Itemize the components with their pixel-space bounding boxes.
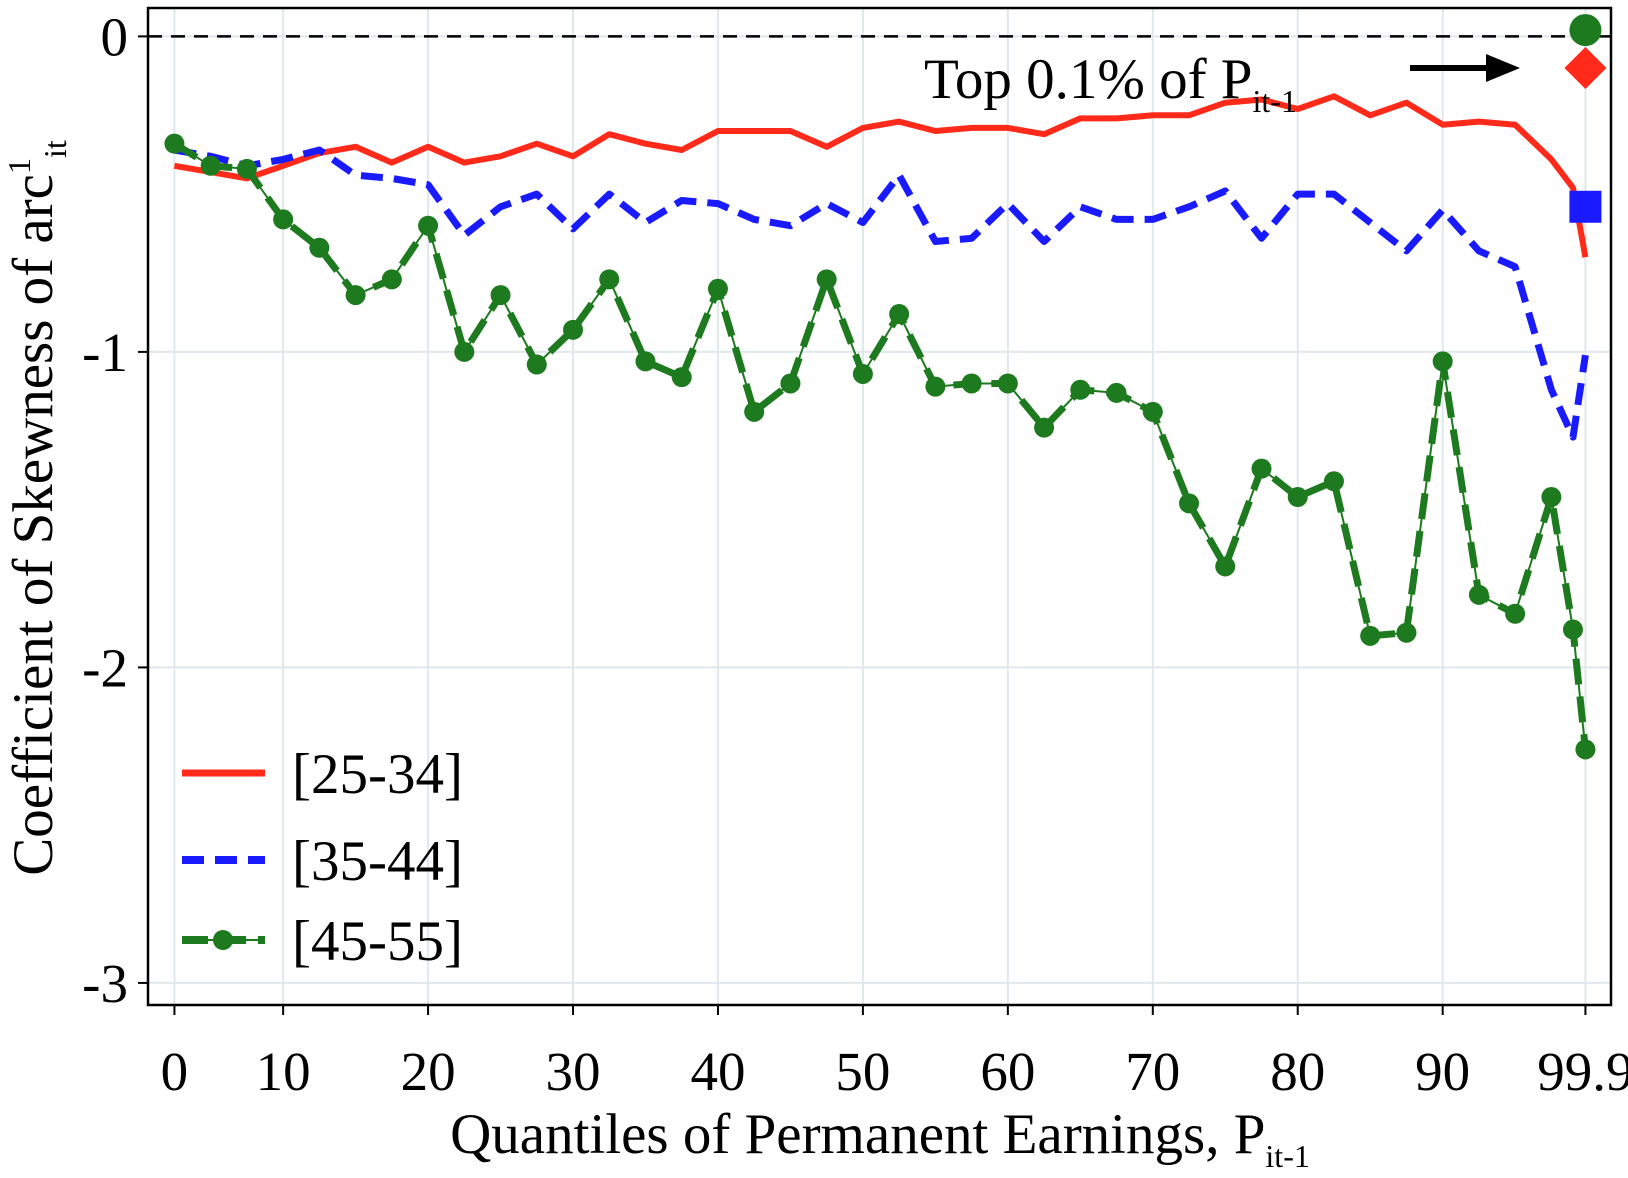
point xyxy=(490,285,511,306)
point xyxy=(635,351,656,372)
legend-marker xyxy=(213,930,233,950)
x-tick-label: 99.9 xyxy=(1537,1041,1628,1102)
point xyxy=(889,304,910,325)
point xyxy=(1251,458,1272,479)
point xyxy=(236,158,257,179)
y-label-text: Coefficient of Skewness of arc xyxy=(2,174,65,876)
y-tick-label: -1 xyxy=(82,322,128,383)
y-tick-label: -3 xyxy=(82,953,128,1014)
point xyxy=(1505,603,1526,624)
point xyxy=(961,373,982,394)
point xyxy=(780,373,801,394)
y-axis-label: Coefficient of Skewness of arc1it xyxy=(1,140,73,876)
x-tick-label: 60 xyxy=(980,1041,1035,1102)
point xyxy=(852,363,873,384)
legend-label: [35-44] xyxy=(292,830,463,893)
y-label-sup: 1 xyxy=(1,158,37,174)
x-tick-label: 20 xyxy=(401,1041,456,1102)
point xyxy=(1562,619,1583,640)
x-tick-label: 90 xyxy=(1415,1041,1470,1102)
point xyxy=(454,341,475,362)
x-label-sub: it-1 xyxy=(1265,1138,1309,1174)
point xyxy=(1034,417,1055,438)
x-tick-label: 50 xyxy=(835,1041,890,1102)
x-tick-label: 40 xyxy=(690,1041,745,1102)
top-marker xyxy=(1564,46,1607,89)
point xyxy=(1396,622,1417,643)
top-marker xyxy=(1569,190,1602,223)
point xyxy=(1432,351,1453,372)
x-tick-label: 80 xyxy=(1270,1041,1325,1102)
annotation-text: Top 0.1% of P xyxy=(924,48,1253,111)
x-tick-label: 30 xyxy=(546,1041,601,1102)
y-tick-label: -2 xyxy=(82,637,128,698)
point xyxy=(816,269,837,290)
legend-label: [45-55] xyxy=(292,910,463,973)
y-label-sub: it xyxy=(37,140,73,158)
point xyxy=(1323,471,1344,492)
point xyxy=(599,269,620,290)
point xyxy=(1142,401,1163,422)
point xyxy=(418,215,439,236)
x-tick-label: 10 xyxy=(256,1041,311,1102)
annotation: Top 0.1% of Pit-1 xyxy=(924,48,1297,119)
annotation-sub: it-1 xyxy=(1253,83,1297,119)
point xyxy=(309,237,330,258)
point xyxy=(1360,625,1381,646)
point xyxy=(1106,382,1127,403)
point xyxy=(563,319,584,340)
point xyxy=(1468,584,1489,605)
point xyxy=(707,278,728,299)
point xyxy=(925,376,946,397)
point xyxy=(1541,487,1562,508)
point xyxy=(997,373,1018,394)
series-line xyxy=(173,93,1589,258)
plot-frame xyxy=(146,6,1613,1007)
plot-background xyxy=(148,8,1611,1005)
annotation-arrowhead xyxy=(1486,54,1520,82)
point xyxy=(381,269,402,290)
point xyxy=(744,401,765,422)
point xyxy=(1070,379,1091,400)
series-line xyxy=(173,146,1589,441)
point xyxy=(1179,493,1200,514)
point xyxy=(273,209,294,230)
x-label-text: Quantiles of Permanent Earnings, P xyxy=(450,1103,1265,1166)
point xyxy=(1287,487,1308,508)
point xyxy=(345,285,366,306)
point xyxy=(1575,739,1596,760)
point xyxy=(526,354,547,375)
point xyxy=(1215,556,1236,577)
point xyxy=(200,155,221,176)
point xyxy=(164,133,185,154)
x-tick-label: 0 xyxy=(161,1041,189,1102)
x-axis-label: Quantiles of Permanent Earnings, Pit-1 xyxy=(450,1103,1310,1174)
top-marker xyxy=(1569,14,1602,47)
x-tick-label: 70 xyxy=(1125,1041,1180,1102)
legend-label: [25-34] xyxy=(292,743,463,806)
y-tick-label: 0 xyxy=(101,6,129,67)
point xyxy=(671,367,692,388)
